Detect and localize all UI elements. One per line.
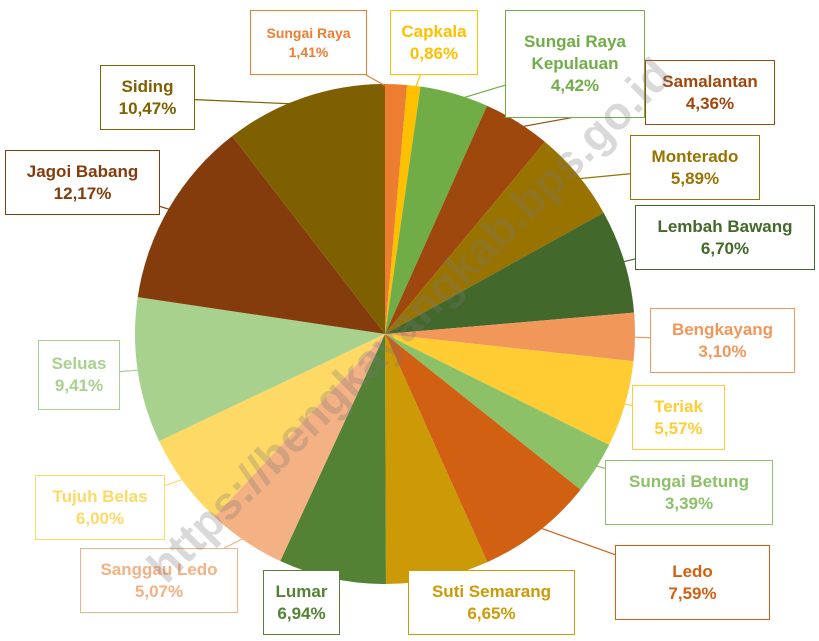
leader-line (589, 463, 606, 469)
label-value: 12,17% (53, 183, 112, 203)
label-name: Seluas (51, 354, 107, 373)
pie-slice (385, 84, 408, 334)
pie-slice (385, 105, 545, 334)
leader-line (627, 336, 651, 339)
label-value: 6,65% (467, 603, 516, 623)
label-name: Suti Semarang (431, 581, 552, 601)
label-name: Bengkayang (671, 319, 774, 339)
leader-line (617, 401, 633, 407)
data-label: Capkala 0,86% (390, 10, 478, 75)
label-name: Monterado (651, 146, 739, 166)
data-label: Teriak 5,57% (632, 385, 725, 450)
label-name: Capkala (401, 21, 467, 41)
pie-slice (385, 334, 634, 445)
pie-slice (385, 86, 488, 334)
label-value: 6,70% (700, 238, 750, 258)
data-label: Sungai Betung 3,39% (605, 460, 773, 525)
leader-line (159, 205, 177, 212)
label-value: 5,07% (134, 581, 184, 601)
data-label: Seluas 9,41% (38, 340, 120, 410)
label-value: 9,41% (54, 376, 104, 395)
pie-slice (137, 136, 385, 334)
pie-slice (232, 84, 385, 334)
pie-slice (385, 84, 421, 335)
leader-line (412, 74, 422, 94)
data-label: Samalantan 4,36% (645, 60, 775, 125)
label-name: Sungai Raya Kepulauan (523, 32, 627, 73)
label-name: Sungai Raya (266, 24, 351, 41)
leader-line (164, 476, 190, 486)
label-name: Sanggau Ledo (100, 559, 218, 579)
label-value: 4,36% (685, 93, 735, 113)
label-name: Sungai Betung (629, 471, 749, 491)
pie-slice (385, 334, 581, 563)
leader-line (571, 173, 631, 180)
label-value: 1,41% (288, 43, 329, 60)
label-value: 6,00% (75, 508, 125, 528)
label-value: 5,57% (654, 418, 703, 438)
pie-slice (385, 212, 635, 334)
label-value: 5,89% (670, 168, 720, 188)
label-value: 4,42% (550, 76, 600, 95)
leader-line (223, 534, 251, 549)
data-label: Lembah Bawang 6,70% (635, 205, 815, 270)
pie-slice (385, 141, 604, 334)
leader-line (119, 369, 146, 373)
label-name: Lumar (275, 581, 328, 601)
label-name: Samalantan (662, 71, 758, 91)
data-label: Sungai Raya 1,41% (250, 10, 367, 75)
data-label: Bengkayang 3,10% (650, 308, 795, 373)
label-name: Jagoi Babang (26, 161, 139, 181)
label-name: Tujuh Belas (52, 486, 148, 506)
label-value: 6,94% (277, 603, 326, 623)
label-value: 3,39% (664, 493, 714, 513)
leader-line (533, 525, 616, 556)
label-name: Ledo (672, 561, 713, 581)
leader-line (194, 98, 307, 106)
pie-slice (135, 297, 385, 442)
pie-slice (385, 334, 488, 584)
pie-slice (385, 312, 636, 362)
label-name: Siding (121, 76, 174, 96)
data-label: Jagoi Babang 12,17% (5, 150, 160, 215)
data-label: Ledo 7,59% (615, 545, 770, 620)
leader-line (365, 74, 397, 93)
label-value: 7,59% (668, 583, 717, 603)
data-label: Monterado 5,89% (630, 135, 760, 200)
label-value: 0,86% (409, 43, 459, 63)
data-label: Suti Semarang 6,65% (408, 570, 575, 635)
pie-slice (280, 334, 386, 584)
label-name: Teriak (654, 396, 703, 416)
data-label: Lumar 6,94% (263, 570, 340, 635)
data-label: Sungai Raya Kepulauan 4,42% (505, 10, 645, 118)
data-label: Sanggau Ledo 5,07% (80, 548, 238, 613)
label-value: 10,47% (118, 98, 177, 118)
pie-slice (385, 334, 610, 490)
data-label: Siding 10,47% (100, 65, 195, 130)
leader-line (616, 258, 636, 264)
data-label: Tujuh Belas 6,00% (35, 475, 165, 540)
pie-slice (214, 334, 385, 562)
label-value: 3,10% (698, 341, 747, 361)
leader-line (452, 84, 506, 102)
label-name: Lembah Bawang (657, 216, 793, 236)
pie-slice (159, 334, 385, 517)
